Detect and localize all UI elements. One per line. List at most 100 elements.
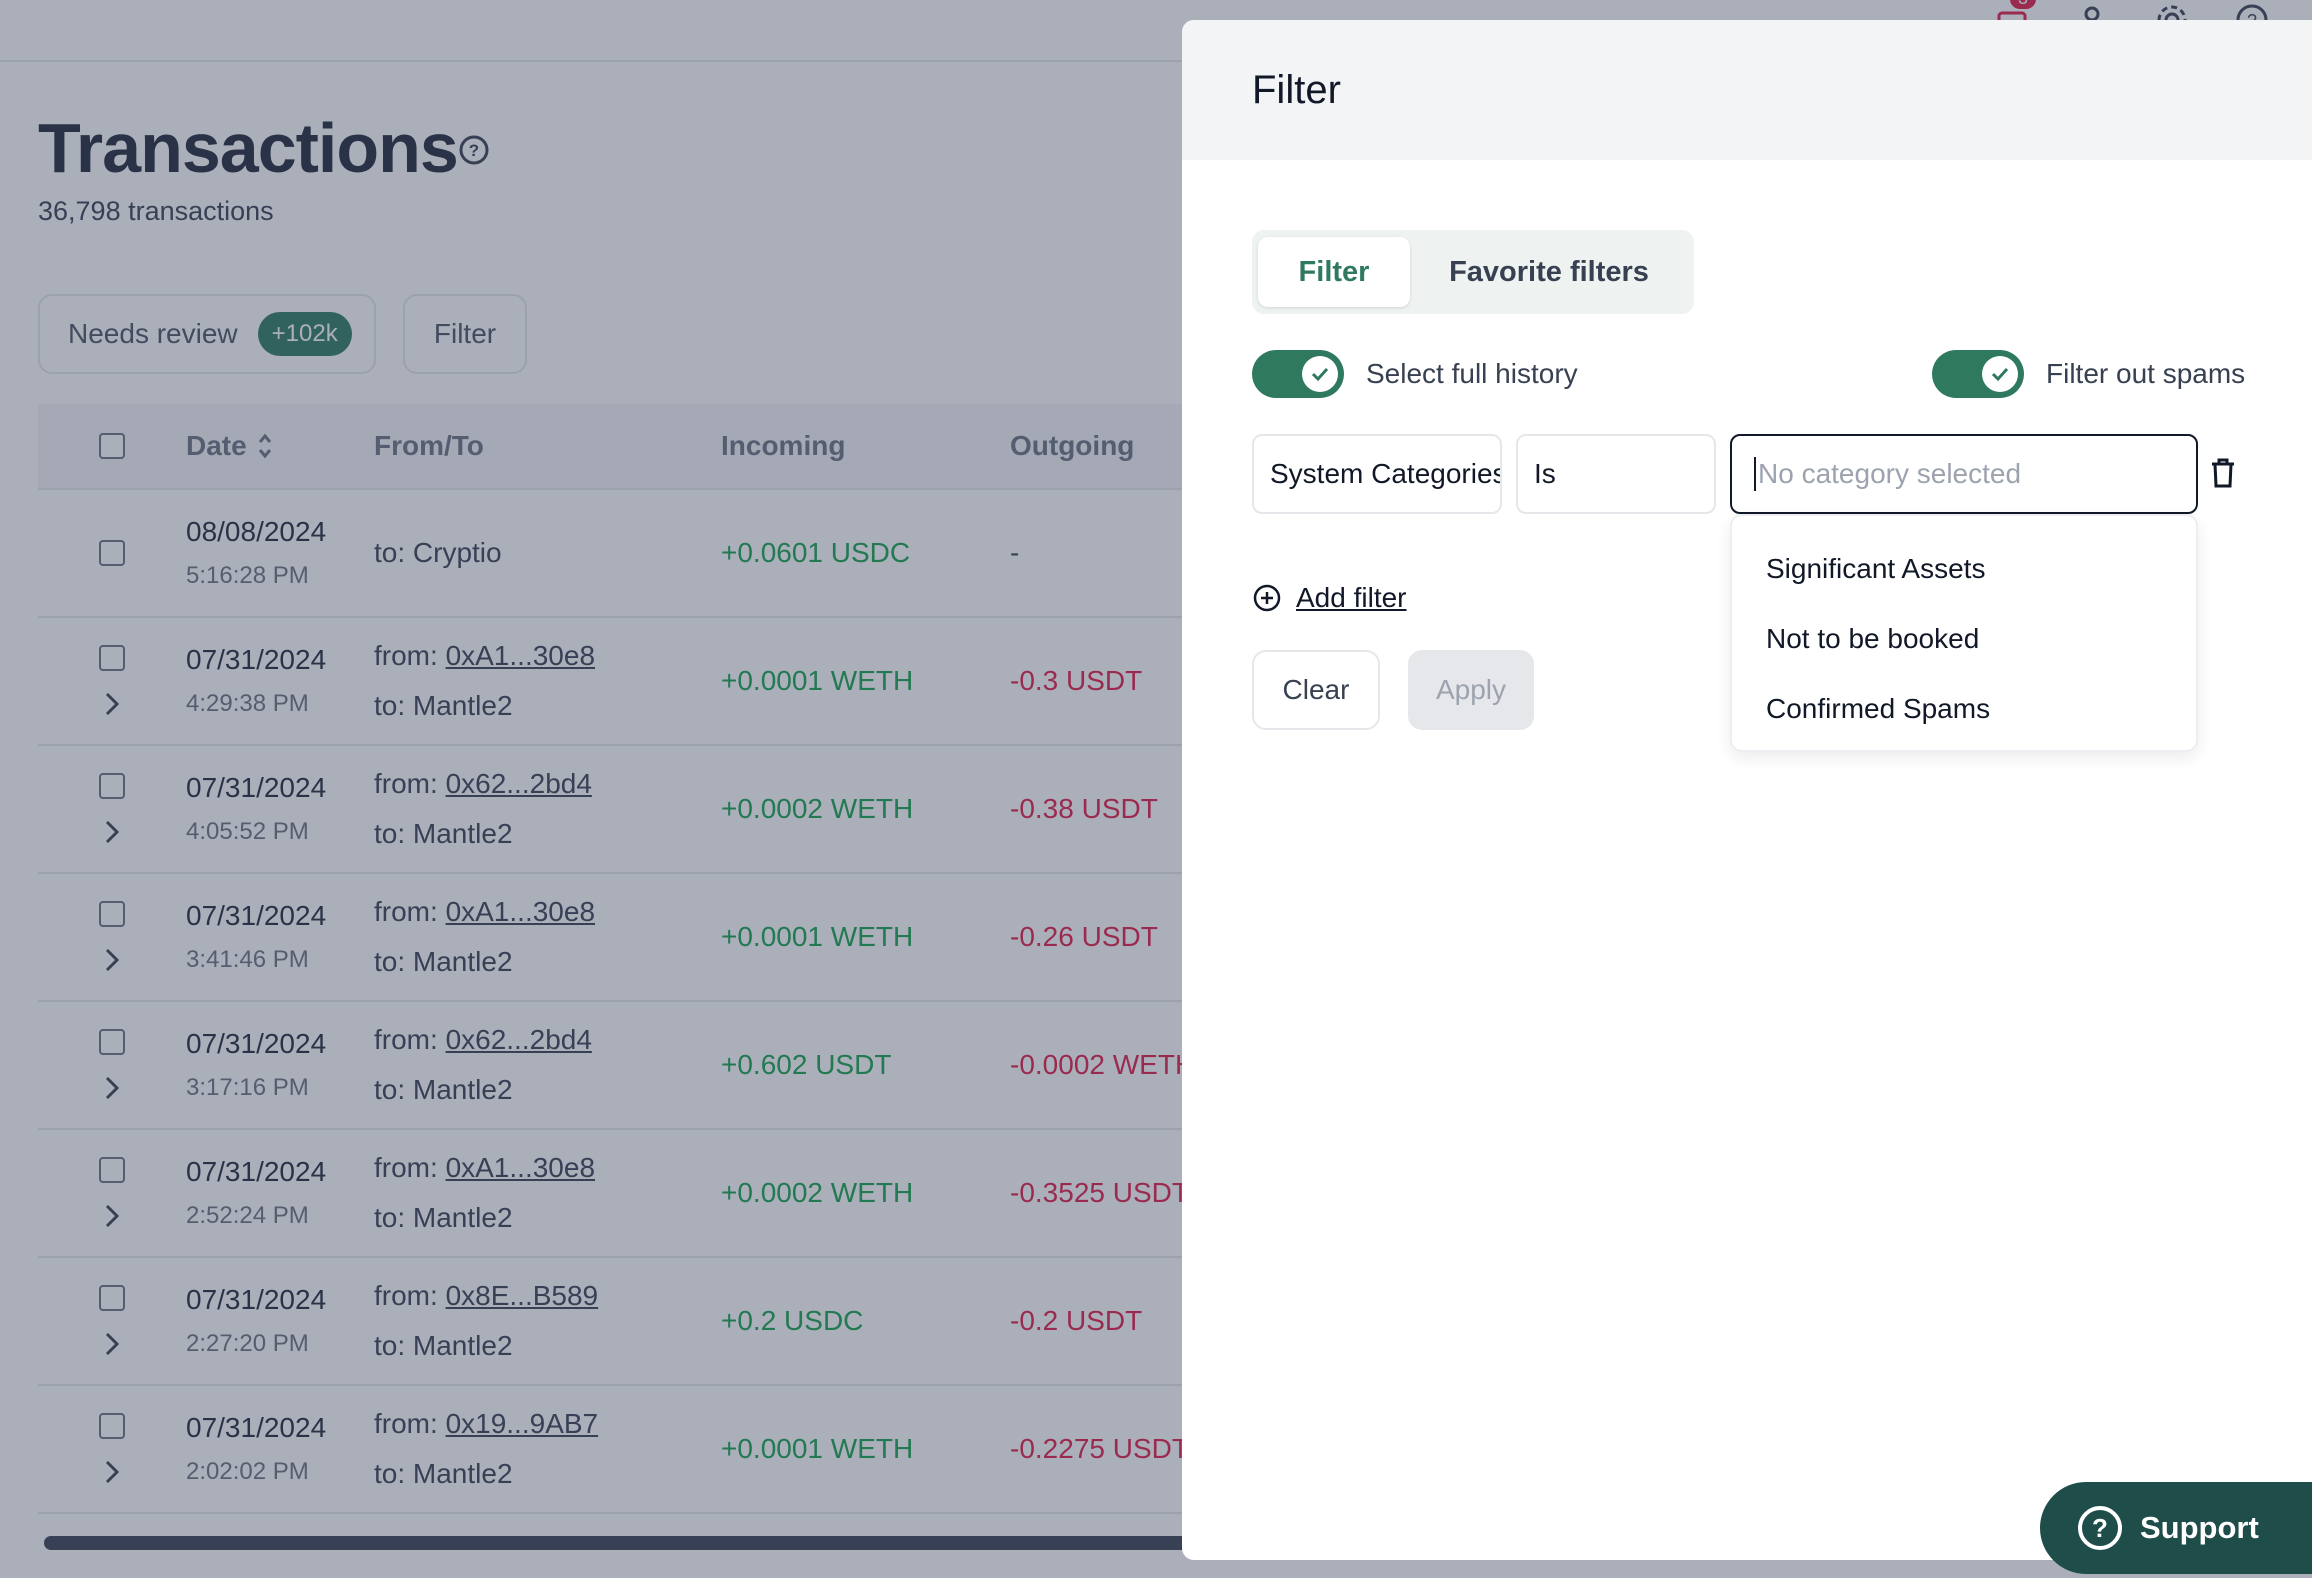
row-from-prefix: from: bbox=[374, 1152, 446, 1183]
dropdown-option[interactable]: Not to be booked bbox=[1766, 623, 1980, 654]
table-row[interactable]: 07/31/2024 2:02:02 PM from: 0x19...9AB7 to… bbox=[38, 1386, 1238, 1514]
row-date: 08/08/2024 bbox=[186, 516, 327, 547]
date-header-label: Date bbox=[186, 430, 247, 461]
select-all-checkbox[interactable] bbox=[99, 433, 125, 459]
sort-icon[interactable] bbox=[257, 431, 273, 461]
needs-review-button[interactable]: Needs review +102k bbox=[38, 294, 376, 374]
row-incoming: +0.0002 WETH bbox=[721, 793, 914, 824]
chevron-right-icon[interactable] bbox=[104, 1459, 120, 1485]
filter-value-placeholder: No category selected bbox=[1758, 458, 2022, 489]
row-incoming: +0.0001 WETH bbox=[721, 921, 914, 952]
chevron-right-icon[interactable] bbox=[104, 819, 120, 845]
filter-button[interactable]: Filter bbox=[403, 294, 527, 374]
row-checkbox[interactable] bbox=[99, 1157, 125, 1183]
support-button[interactable]: ? Support bbox=[2040, 1482, 2312, 1574]
plus-circle-icon bbox=[1253, 584, 1281, 612]
row-incoming: +0.0002 WETH bbox=[721, 1177, 914, 1208]
tab-favorite-filters[interactable]: Favorite filters bbox=[1449, 255, 1649, 288]
table-row[interactable]: 07/31/2024 3:41:46 PM from: 0xA1...30e8 to… bbox=[38, 874, 1238, 1002]
apply-button[interactable]: Apply bbox=[1408, 650, 1534, 730]
filter-tabs: Filter Favorite filters bbox=[1252, 230, 1694, 314]
row-date: 07/31/2024 bbox=[186, 1028, 327, 1059]
dropdown-option[interactable]: Confirmed Spams bbox=[1766, 693, 1991, 724]
full-history-toggle[interactable] bbox=[1252, 350, 1344, 398]
question-icon[interactable]: ? bbox=[458, 134, 490, 171]
filter-value-input[interactable]: No category selected bbox=[1730, 434, 2198, 514]
row-checkbox[interactable] bbox=[99, 645, 125, 671]
svg-text:?: ? bbox=[469, 141, 479, 160]
notification-badge: 3 bbox=[2009, 0, 2036, 9]
row-incoming: +0.2 USDC bbox=[721, 1305, 864, 1336]
row-from-address[interactable]: 0xA1...30e8 bbox=[445, 640, 596, 671]
row-outgoing: -0.2275 USDT bbox=[1010, 1433, 1189, 1464]
filter-drawer: Filter Filter Favorite filters Select fu… bbox=[1182, 20, 2312, 1560]
row-checkbox[interactable] bbox=[99, 901, 125, 927]
row-to: to: Mantle2 bbox=[374, 1074, 513, 1105]
row-from-address[interactable]: 0xA1...30e8 bbox=[445, 1152, 596, 1183]
row-date: 07/31/2024 bbox=[186, 644, 327, 675]
incoming-header: Incoming bbox=[721, 430, 846, 461]
table-row[interactable]: 08/08/2024 5:16:28 PM to: Cryptio +0.0601… bbox=[38, 490, 1238, 618]
page-title: Transactions bbox=[38, 109, 459, 187]
chevron-right-icon[interactable] bbox=[104, 1075, 120, 1101]
row-from-prefix: from: bbox=[374, 640, 446, 671]
row-checkbox[interactable] bbox=[99, 540, 125, 566]
chevron-right-icon[interactable] bbox=[104, 1331, 120, 1357]
row-incoming: +0.0001 WETH bbox=[721, 1433, 914, 1464]
filter-spams-toggle[interactable] bbox=[1932, 350, 2024, 398]
outgoing-header: Outgoing bbox=[1010, 430, 1135, 461]
row-checkbox[interactable] bbox=[99, 773, 125, 799]
row-from-prefix: from: bbox=[374, 768, 446, 799]
filter-category-select[interactable]: System Categories bbox=[1252, 434, 1502, 514]
table-row[interactable]: 07/31/2024 2:52:24 PM from: 0xA1...30e8 to… bbox=[38, 1130, 1238, 1258]
row-time: 3:17:16 PM bbox=[186, 1074, 309, 1101]
row-outgoing: -0.3 USDT bbox=[1010, 665, 1143, 696]
row-from-address[interactable]: 0x8E...B589 bbox=[445, 1280, 599, 1311]
row-from-prefix: from: bbox=[374, 1024, 446, 1055]
add-filter-label: Add filter bbox=[1296, 582, 1407, 613]
row-date: 07/31/2024 bbox=[186, 1156, 327, 1187]
filter-spams-toggle-row: Filter out spams bbox=[1932, 350, 2245, 398]
text-caret bbox=[1754, 457, 1756, 491]
clear-button[interactable]: Clear bbox=[1252, 650, 1380, 730]
row-from-address[interactable]: 0xA1...30e8 bbox=[445, 896, 596, 927]
from-to-header: From/To bbox=[374, 430, 484, 461]
category-dropdown: Significant Assets Not to be booked Conf… bbox=[1730, 514, 2198, 752]
table-row[interactable]: 07/31/2024 2:27:20 PM from: 0x8E...B589 to… bbox=[38, 1258, 1238, 1386]
transaction-count: 36,798 transactions bbox=[38, 196, 274, 226]
full-history-label: Select full history bbox=[1366, 358, 1578, 389]
trash-icon[interactable] bbox=[2208, 456, 2238, 495]
add-filter-link[interactable]: Add filter bbox=[1252, 582, 1407, 614]
tab-filter[interactable]: Filter bbox=[1258, 237, 1410, 307]
row-time: 2:52:24 PM bbox=[186, 1202, 309, 1229]
needs-review-badge: +102k bbox=[257, 312, 352, 356]
chevron-right-icon[interactable] bbox=[104, 947, 120, 973]
row-incoming: +0.0001 WETH bbox=[721, 665, 914, 696]
table-row[interactable]: 07/31/2024 3:17:16 PM from: 0x62...2bd4 to… bbox=[38, 1002, 1238, 1130]
filter-operator-select[interactable]: Is bbox=[1516, 434, 1716, 514]
check-icon bbox=[1991, 367, 2009, 382]
row-time: 4:29:38 PM bbox=[186, 690, 309, 717]
row-checkbox[interactable] bbox=[99, 1413, 125, 1439]
row-outgoing: - bbox=[1010, 537, 1020, 568]
row-to: to: Mantle2 bbox=[374, 690, 513, 721]
row-outgoing: -0.0002 WETH bbox=[1010, 1049, 1196, 1080]
table-row[interactable]: 07/31/2024 4:29:38 PM from: 0xA1...30e8 to… bbox=[38, 618, 1238, 746]
date-header[interactable]: Date bbox=[186, 430, 374, 462]
chevron-right-icon[interactable] bbox=[104, 1203, 120, 1229]
row-time: 2:02:02 PM bbox=[186, 1458, 309, 1485]
row-date: 07/31/2024 bbox=[186, 1284, 327, 1315]
filter-button-label: Filter bbox=[433, 318, 497, 349]
dropdown-option[interactable]: Significant Assets bbox=[1766, 553, 1986, 584]
row-from-address[interactable]: 0x62...2bd4 bbox=[445, 1024, 592, 1055]
chevron-right-icon[interactable] bbox=[104, 691, 120, 717]
row-checkbox[interactable] bbox=[99, 1285, 125, 1311]
row-from-address[interactable]: 0x19...9AB7 bbox=[445, 1408, 599, 1439]
row-from-address[interactable]: 0x62...2bd4 bbox=[445, 768, 592, 799]
row-checkbox[interactable] bbox=[99, 1029, 125, 1055]
support-label: Support bbox=[2140, 1510, 2259, 1545]
horizontal-scrollbar[interactable] bbox=[44, 1536, 1204, 1550]
table-row[interactable]: 07/31/2024 4:05:52 PM from: 0x62...2bd4 to… bbox=[38, 746, 1238, 874]
drawer-title: Filter bbox=[1182, 20, 2312, 160]
row-time: 2:27:20 PM bbox=[186, 1330, 309, 1357]
